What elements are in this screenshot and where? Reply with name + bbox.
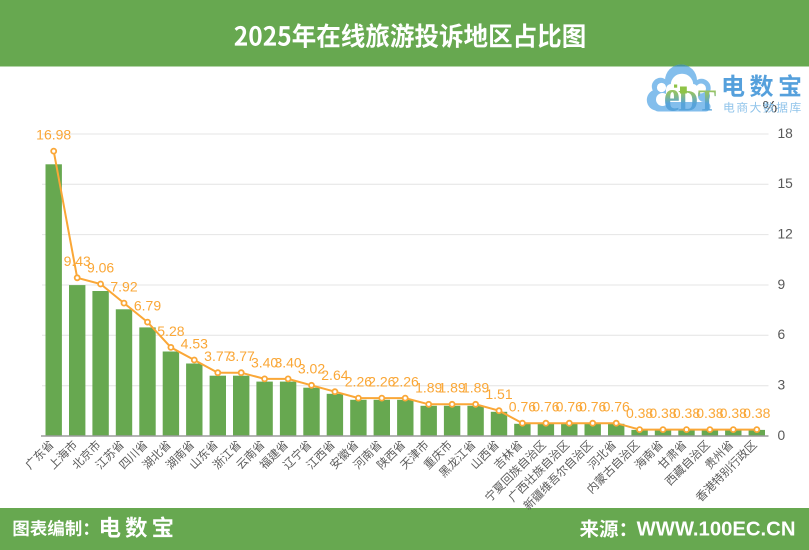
svg-text:3.02: 3.02 [298,361,325,377]
svg-text:3.40: 3.40 [251,354,278,370]
svg-text:T: T [698,84,717,118]
svg-text:2.26: 2.26 [345,374,372,390]
svg-text:0.76: 0.76 [509,399,536,415]
svg-text:0.76: 0.76 [579,399,606,415]
svg-text:9.43: 9.43 [64,253,91,269]
svg-text:1.89: 1.89 [415,380,442,396]
svg-text:2.26: 2.26 [392,374,419,390]
svg-text:0.38: 0.38 [673,405,700,421]
svg-text:2.26: 2.26 [368,374,395,390]
svg-text:e: e [664,72,680,120]
svg-text:16.98: 16.98 [36,127,71,143]
svg-text:0.76: 0.76 [556,399,583,415]
svg-text:WWW.100EC.CN: WWW.100EC.CN [637,519,796,541]
svg-text:0.76: 0.76 [603,399,630,415]
svg-text:9.06: 9.06 [87,259,114,275]
svg-text:4.53: 4.53 [181,335,208,351]
svg-text:%: % [763,98,778,116]
svg-text:1.89: 1.89 [462,380,489,396]
svg-text:15: 15 [778,176,794,191]
svg-text:0.38: 0.38 [649,405,676,421]
svg-text:3.77: 3.77 [228,348,255,364]
svg-text:2.64: 2.64 [321,367,348,383]
svg-text:6: 6 [778,327,786,342]
svg-text:9: 9 [778,277,786,292]
svg-text:0.38: 0.38 [696,405,723,421]
svg-text:3.77: 3.77 [204,348,231,364]
svg-text:5.28: 5.28 [157,323,184,339]
svg-text:1.51: 1.51 [485,386,512,402]
svg-text:0.38: 0.38 [626,405,653,421]
svg-text:3.40: 3.40 [274,354,301,370]
svg-text:6.79: 6.79 [134,298,161,314]
svg-text:1.89: 1.89 [438,380,465,396]
svg-text:18: 18 [778,126,794,141]
svg-text:7.92: 7.92 [110,279,137,295]
svg-text:0.76: 0.76 [532,399,559,415]
svg-text:3: 3 [778,378,786,393]
svg-text:12: 12 [778,226,793,241]
svg-text:0: 0 [778,428,786,443]
svg-text:0.38: 0.38 [743,405,770,421]
svg-text:0.38: 0.38 [720,405,747,421]
